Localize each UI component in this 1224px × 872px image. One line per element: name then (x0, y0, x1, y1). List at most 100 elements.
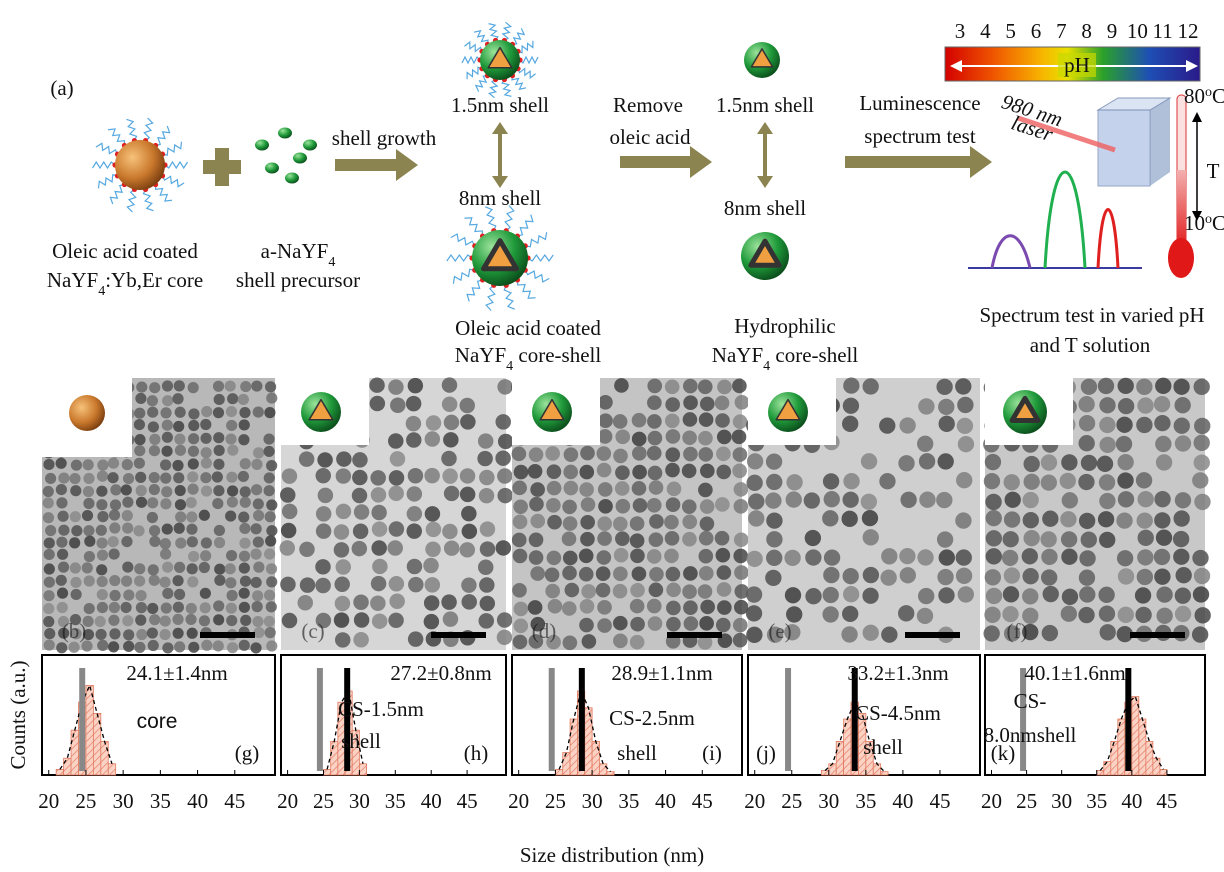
nanoparticle (613, 634, 628, 649)
thermometer-bulb (1168, 238, 1194, 278)
nanoparticle (239, 538, 250, 549)
nanoparticle (597, 516, 612, 531)
nanoparticle (1003, 586, 1019, 602)
nanoparticle (716, 618, 731, 633)
ligand (108, 129, 124, 146)
nanoparticle (443, 611, 458, 626)
nanoparticle (369, 377, 384, 392)
nanoparticle (334, 524, 349, 539)
nanoparticle (69, 473, 80, 484)
nanoparticle (528, 464, 543, 479)
nanoparticle (1024, 474, 1040, 490)
nanoparticle (149, 434, 160, 445)
nanoparticle (107, 472, 118, 483)
nanoparticle (684, 616, 699, 631)
nanoparticle (444, 415, 459, 430)
precursor-dot (265, 163, 279, 174)
nanoparticle (734, 482, 749, 497)
nanoparticle (1022, 492, 1038, 508)
nanoparticle (82, 510, 93, 521)
nanoparticle (1061, 549, 1077, 565)
nanoparticle (863, 378, 879, 394)
nanoparticle (388, 379, 403, 394)
nanoparticle (1079, 570, 1095, 586)
nanoparticle (530, 566, 545, 581)
nanoparticle (698, 584, 713, 599)
nanoparticle (938, 587, 954, 603)
nanoparticle (597, 463, 612, 478)
nanoparticle (496, 540, 511, 555)
nanoparticle (266, 576, 277, 587)
temp-label: 10oC (1184, 211, 1224, 235)
nanoparticle (1156, 454, 1172, 470)
nanoparticle (665, 447, 680, 462)
histogram-bar (1097, 771, 1104, 775)
nanoparticle (175, 485, 186, 496)
nanoparticle (83, 459, 94, 470)
ligand (512, 76, 526, 90)
nanoparticle (97, 602, 108, 613)
nanoparticle (406, 432, 421, 447)
shell-label: 1.5nm shell (451, 93, 549, 117)
nanoparticle (862, 588, 878, 604)
nanoparticle (563, 465, 578, 480)
nanoparticle (174, 589, 185, 600)
x-tick-label: 30 (818, 789, 839, 813)
histogram-bar (1118, 719, 1125, 775)
nanoparticle (227, 496, 238, 507)
caption: Spectrum test in varied pH (979, 303, 1204, 327)
text-part: o (1205, 85, 1212, 100)
nanoparticle (70, 577, 81, 588)
nanoparticle (1099, 474, 1115, 490)
ph-tick-label: 3 (955, 19, 966, 43)
ligand (504, 285, 515, 309)
nanoparticle (135, 472, 146, 483)
nanoparticle (214, 575, 225, 586)
nanoparticle (746, 586, 762, 602)
nanoparticle (956, 549, 972, 565)
nanoparticle (682, 532, 697, 547)
nanoparticle (83, 486, 94, 497)
nanoparticle (462, 524, 477, 539)
nanoparticle (936, 492, 952, 508)
nanoparticle (44, 628, 55, 639)
nanoparticle (264, 616, 275, 627)
histogram-bar (1160, 769, 1167, 775)
nanoparticle (70, 485, 81, 496)
nanoparticle (683, 566, 698, 581)
ligand (144, 118, 152, 141)
text-part: core-shell (513, 343, 601, 367)
nanoparticle (266, 563, 277, 574)
histogram-bar (873, 764, 880, 775)
nanoparticle (939, 549, 955, 565)
nanoparticle (83, 525, 94, 536)
nanoparticle (162, 588, 173, 599)
nanoparticle (633, 498, 648, 513)
nanoparticle (1136, 472, 1152, 488)
nanoparticle (1099, 437, 1115, 453)
nanoparticle (408, 577, 423, 592)
nanoparticle (861, 494, 877, 510)
nanoparticle (160, 548, 171, 559)
nanoparticle (425, 506, 440, 521)
nanoparticle (424, 468, 439, 483)
nanoparticle (666, 429, 681, 444)
nanoparticle (122, 497, 133, 508)
y-axis-title: Counts (a.u.) (6, 660, 30, 769)
nanoparticle (881, 626, 897, 642)
histogram-bar (1132, 697, 1139, 775)
nanoparticle (1154, 491, 1170, 507)
nanoparticle (149, 614, 160, 625)
nanoparticle (647, 498, 662, 513)
nanoparticle (134, 563, 145, 574)
nanoparticle (1081, 455, 1097, 471)
nanoparticle (700, 397, 715, 412)
nanoparticle (955, 378, 971, 394)
text-part: core-shell (770, 343, 858, 367)
nanoparticle (986, 510, 1002, 526)
nanoparticle (136, 381, 147, 392)
nanoparticle (134, 575, 145, 586)
nanoparticle (957, 397, 973, 413)
nanoparticle (630, 533, 645, 548)
ligand (503, 22, 511, 40)
